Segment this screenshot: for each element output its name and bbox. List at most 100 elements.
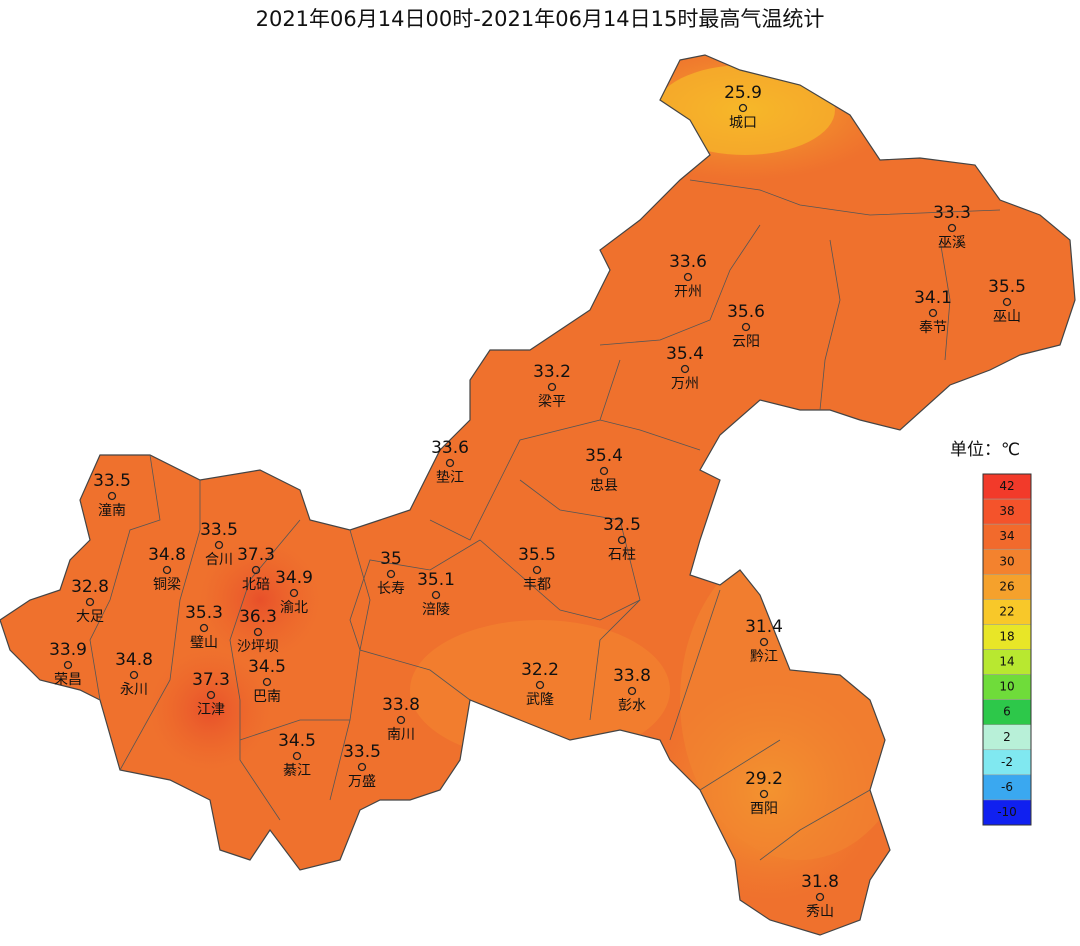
station-marker — [547, 382, 557, 392]
station-name: 潼南 — [98, 502, 126, 519]
station-marker — [738, 103, 748, 113]
legend-label: 38 — [999, 504, 1014, 518]
station-value: 33.5 — [343, 742, 381, 762]
legend-label: 14 — [999, 655, 1014, 669]
station-value: 37.3 — [237, 545, 275, 565]
station-name: 合川 — [205, 552, 233, 568]
station-marker — [206, 690, 216, 700]
station-marker — [386, 569, 396, 579]
map-fill — [0, 55, 1075, 935]
station-value: 33.9 — [49, 640, 87, 660]
station-marker — [627, 686, 637, 696]
station-name: 丰都 — [523, 577, 551, 593]
station-name: 北碚 — [242, 577, 270, 593]
station-marker — [262, 677, 272, 687]
station-value: 34.5 — [248, 657, 286, 677]
station-name: 垫江 — [436, 470, 464, 486]
station-name: 荣昌 — [54, 672, 82, 688]
station-value: 37.3 — [192, 670, 230, 690]
station-marker — [253, 627, 263, 637]
station-name: 大足 — [76, 609, 104, 625]
legend-label: -6 — [1001, 780, 1013, 794]
station-value: 35.4 — [585, 446, 623, 466]
station-value: 32.5 — [603, 515, 641, 535]
legend-swatch — [982, 473, 1032, 500]
station-marker — [599, 466, 609, 476]
legend-label: 42 — [999, 479, 1014, 493]
station-name: 长寿 — [377, 580, 405, 597]
station-name: 城口 — [729, 115, 757, 131]
station-marker — [532, 565, 542, 575]
station-marker — [396, 715, 406, 725]
station-value: 35.6 — [727, 302, 765, 322]
station-name: 万盛 — [348, 774, 376, 790]
station-value: 25.9 — [724, 83, 762, 103]
station-value: 32.2 — [521, 660, 559, 680]
station-name: 沙坪坝 — [237, 639, 279, 655]
station-marker — [214, 540, 224, 550]
station-name: 江津 — [197, 702, 225, 718]
legend-swatch — [982, 649, 1032, 675]
station-marker — [759, 637, 769, 647]
legend-label: 22 — [999, 604, 1014, 618]
station-marker — [815, 892, 825, 902]
station-name: 涪陵 — [422, 602, 450, 618]
station-name: 永川 — [120, 682, 148, 698]
station-value: 34.8 — [148, 545, 186, 565]
station-value: 33.5 — [200, 520, 238, 540]
stations: 25.9 城口 33.3 巫溪 33.6 开州 35.5 巫山 34.1 奉节 35.6 云阳 35.4… — [49, 83, 1026, 920]
station-marker — [63, 660, 73, 670]
legend-frame — [982, 473, 1032, 826]
station-marker — [85, 597, 95, 607]
station-marker — [617, 535, 627, 545]
station-marker — [759, 789, 769, 799]
station-name: 彭水 — [618, 698, 646, 714]
station-value: 33.3 — [933, 203, 971, 223]
station-value: 32.8 — [71, 577, 109, 597]
legend-label: -10 — [997, 805, 1017, 819]
legend-swatch — [982, 774, 1032, 801]
station-name: 忠县 — [590, 478, 618, 494]
station-name: 梁平 — [538, 394, 566, 410]
legend-title: 单位：℃ — [950, 440, 1020, 460]
station-value: 33.8 — [382, 695, 420, 715]
legend-label: 2 — [1003, 730, 1011, 744]
station-marker — [947, 223, 957, 233]
legend-swatch — [982, 724, 1032, 751]
station-value: 34.1 — [914, 288, 952, 308]
station-marker — [445, 458, 455, 468]
station-name: 石柱 — [608, 547, 636, 563]
legend-label: 6 — [1003, 705, 1011, 719]
station-value: 36.3 — [239, 607, 277, 627]
station-marker — [431, 590, 441, 600]
station-marker — [928, 308, 938, 318]
station-value: 35.1 — [417, 570, 455, 590]
legend-swatch — [982, 498, 1032, 525]
station-value: 35 — [380, 549, 402, 569]
legend-label: 30 — [999, 554, 1014, 568]
district-borders — [89, 179, 1001, 861]
station-marker — [680, 364, 690, 374]
station-marker — [129, 670, 139, 680]
station-value: 33.2 — [533, 362, 571, 382]
station-value: 31.4 — [745, 617, 783, 637]
station-marker — [535, 680, 545, 690]
legend-label: 26 — [999, 579, 1014, 593]
station-name: 武隆 — [526, 692, 554, 708]
station-value: 34.9 — [275, 568, 313, 588]
station-name: 云阳 — [732, 334, 760, 350]
legend-label: 18 — [999, 629, 1014, 643]
station-value: 33.6 — [431, 438, 469, 458]
station-name: 巫溪 — [938, 235, 966, 251]
station-name: 黔江 — [750, 649, 778, 665]
legend-label: 34 — [999, 529, 1014, 543]
station-name: 酉阳 — [750, 801, 778, 817]
station-value: 35.3 — [185, 603, 223, 623]
station-name: 南川 — [387, 727, 415, 743]
station-marker — [1002, 297, 1012, 307]
station-name: 开州 — [674, 284, 702, 300]
station-name: 巴南 — [253, 689, 281, 705]
station-marker — [199, 623, 209, 633]
station-value: 34.8 — [115, 650, 153, 670]
station-value: 33.8 — [613, 666, 651, 686]
